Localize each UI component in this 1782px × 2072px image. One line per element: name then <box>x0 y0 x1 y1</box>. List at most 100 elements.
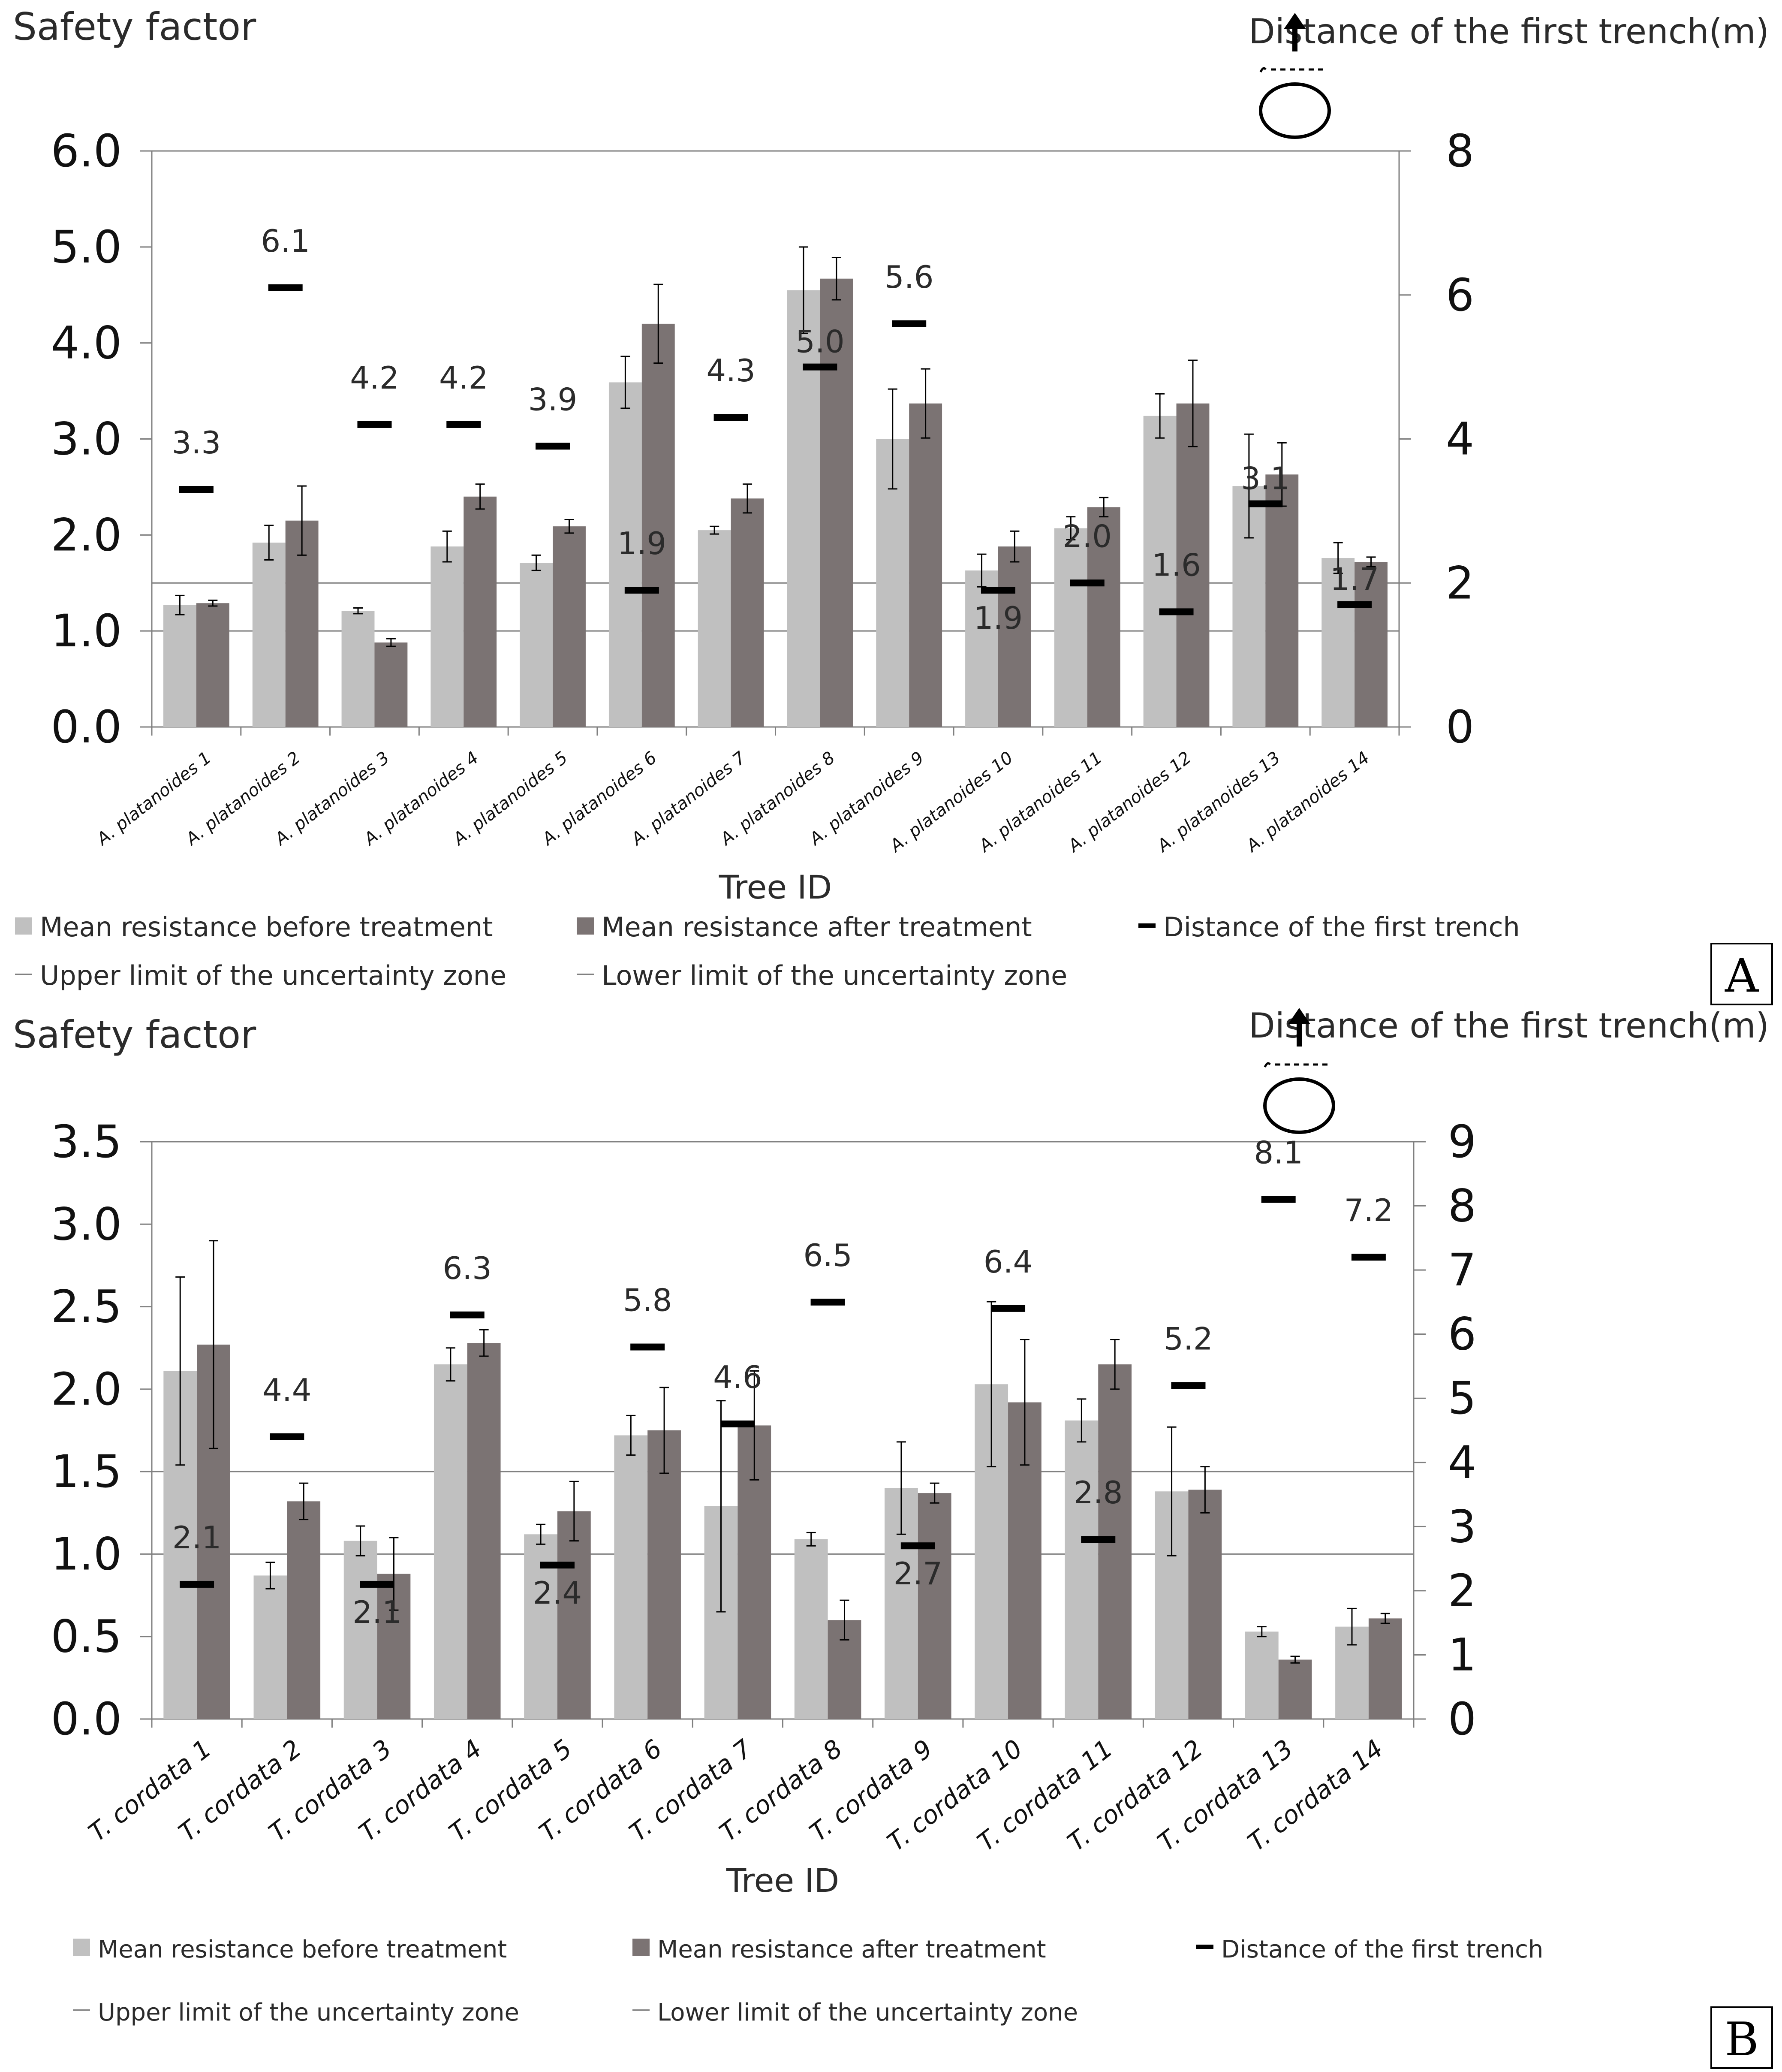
error-bar-after <box>1020 1339 1029 1466</box>
error-bar-after <box>1200 1466 1210 1514</box>
bar-after <box>467 1343 501 1719</box>
error-bar-after <box>569 1481 579 1542</box>
y2-tick-label: 8 <box>1448 1180 1476 1232</box>
bar-before <box>1065 1420 1099 1719</box>
error-bar-before <box>1257 1626 1267 1638</box>
legend-swatch <box>632 1939 650 1956</box>
trench-value-label: 1.6 <box>1152 547 1201 583</box>
legend-item: Mean resistance before treatment <box>15 911 493 943</box>
bar-after <box>1176 403 1210 727</box>
bar-before <box>698 530 731 727</box>
error-bar-after <box>1380 1613 1390 1624</box>
bar-after <box>1368 1618 1402 1719</box>
bar-after <box>918 1493 951 1719</box>
legend-swatch <box>577 917 594 935</box>
legend: Mean resistance before treatment Mean res… <box>73 1936 1543 2027</box>
error-bar-before <box>355 1525 365 1556</box>
y2-tick-label: 4 <box>1448 1436 1476 1489</box>
trench-marker <box>1337 601 1372 608</box>
trench-marker <box>1081 1536 1116 1543</box>
error-bar-after <box>743 483 753 514</box>
legend-item: Lower limit of the uncertainty zone <box>577 960 1067 991</box>
error-bar-after <box>386 638 396 647</box>
panel-label: A <box>1710 943 1773 1005</box>
y2-tick-label: 4 <box>1446 413 1474 465</box>
trench-marker <box>270 1433 304 1440</box>
error-bar-after <box>475 483 485 510</box>
y-tick-label: 2.0 <box>51 1363 122 1415</box>
bar-before <box>252 543 286 727</box>
bar-after <box>287 1501 321 1719</box>
y-tick-label: 1.0 <box>51 605 122 657</box>
legend-item: Mean resistance before treatment <box>73 1936 507 1963</box>
bar-before <box>1321 558 1355 727</box>
y2-tick-label: 0 <box>1448 1693 1476 1745</box>
trench-marker <box>720 1421 755 1428</box>
bar-before <box>253 1575 287 1719</box>
trench-marker <box>1070 579 1105 587</box>
trench-value-label: 1.9 <box>617 525 667 561</box>
trench-marker <box>630 1343 665 1351</box>
y2-tick-label: 3 <box>1448 1500 1476 1553</box>
bar-after <box>820 278 853 727</box>
bar-before <box>163 605 196 727</box>
error-bar-before <box>265 1562 275 1589</box>
trench-marker <box>981 587 1015 594</box>
trench-value-label: 7.2 <box>1344 1192 1394 1228</box>
trench-marker <box>991 1305 1026 1312</box>
bar-after <box>557 1511 591 1719</box>
y2-tick-label: 1 <box>1448 1629 1476 1681</box>
legend-label: Lower limit of the uncertainty zone <box>602 960 1067 991</box>
trench-value-label: 5.8 <box>623 1282 672 1318</box>
legend-item: Distance of the first trench <box>1138 911 1520 943</box>
error-bar-after <box>1188 359 1198 447</box>
y-tick-label: 3.5 <box>51 1116 122 1168</box>
bar-before <box>614 1435 648 1719</box>
trench-marker <box>713 414 748 421</box>
y-tick-label: 0.5 <box>51 1611 122 1663</box>
error-bar-after <box>389 1537 399 1611</box>
trench-marker <box>180 1580 214 1588</box>
bar-after <box>731 498 764 727</box>
trench-marker <box>1351 1254 1386 1261</box>
trench-value-label: 4.2 <box>439 360 488 396</box>
bar-before <box>430 546 464 727</box>
error-bar-before <box>987 1301 996 1468</box>
legend-label: Mean resistance after treatment <box>602 911 1032 943</box>
trench-marker <box>1261 1196 1296 1203</box>
chart-panel-b: 0.00.51.01.52.02.53.03.501234567892.1T. … <box>13 1006 1773 2069</box>
error-bar-before <box>620 356 630 409</box>
error-bar-before <box>1347 1608 1357 1646</box>
y-axis-title: Safety factor <box>13 1013 256 1057</box>
plot-frame <box>151 1141 1415 1720</box>
error-bar-after <box>930 1482 939 1504</box>
trench-marker <box>540 1562 575 1569</box>
legend-swatch <box>1138 923 1156 928</box>
error-bar-before <box>710 525 719 535</box>
error-bar-before <box>1244 433 1254 539</box>
y-tick-label: 4.0 <box>51 317 122 369</box>
trench-value-label: 3.9 <box>528 381 578 417</box>
bar-before <box>341 611 375 727</box>
bar-after <box>641 323 675 727</box>
bar-before <box>520 563 553 727</box>
legend-label: Mean resistance before treatment <box>40 911 493 943</box>
tree-trench-icon <box>1263 1008 1335 1134</box>
error-bar-after <box>1290 1656 1300 1664</box>
bar-after <box>1265 474 1299 727</box>
trench-value-label: 6.5 <box>803 1237 852 1273</box>
bar-after <box>1188 1490 1222 1719</box>
trench-marker <box>357 421 392 428</box>
y-axis-title: Safety factor <box>13 5 256 49</box>
legend-label: Upper limit of the uncertainty zone <box>40 960 506 991</box>
trench-value-label: 5.6 <box>885 259 934 295</box>
trench-marker <box>1159 608 1194 615</box>
trench-value-label: 2.0 <box>1063 518 1112 554</box>
bar-after <box>1355 562 1388 727</box>
error-bar-before <box>442 530 452 563</box>
error-bar-after <box>297 485 307 556</box>
trench-value-label: 4.3 <box>706 353 756 389</box>
trench-value-label: 1.9 <box>974 600 1023 636</box>
y-tick-label: 2.0 <box>51 509 122 561</box>
